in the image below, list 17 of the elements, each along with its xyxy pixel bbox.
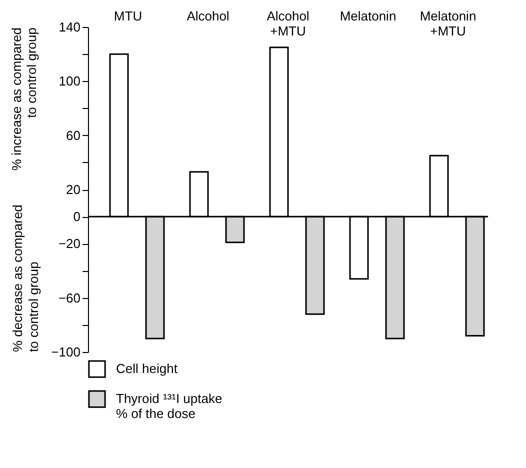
y-tick-label: 140 [58, 20, 80, 34]
x-tick-label: Alcohol [186, 8, 230, 24]
y-tick-label: −100 [51, 344, 80, 360]
y-tick-label: 0 [73, 209, 80, 224]
y-axis-title: % increase as compared to control group [9, 28, 40, 171]
x-tick-label: MTU [114, 8, 142, 24]
y-tick-label: −20 [58, 236, 80, 252]
x-tick-label: Alcohol +MTU [266, 8, 310, 38]
x-tick-label: Melatonin +MTU [420, 8, 476, 38]
y-tick-label: 20 [66, 182, 80, 197]
legend-label: Cell height [116, 361, 178, 376]
x-tick-label: Melatonin [340, 8, 396, 24]
text: % decrease as compared to control group [10, 204, 41, 352]
y-tick-label: 60 [66, 128, 80, 143]
y-tick-label: −60 [58, 290, 80, 306]
y-tick-label: 100 [58, 74, 80, 89]
legend-label: Thyroid ¹³¹I uptake % of the dose [116, 391, 222, 421]
